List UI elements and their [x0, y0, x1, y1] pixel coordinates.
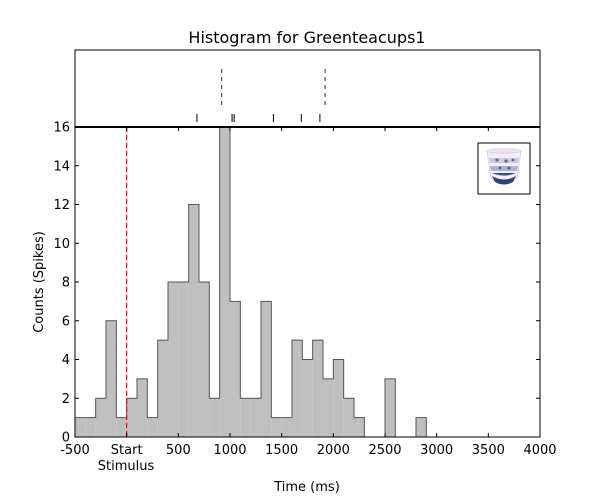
x-axis-ticks: -500 Start 500 1000 1500 2000 2500 3000 3500 4000	[60, 127, 557, 458]
histogram-bar	[385, 378, 396, 437]
x-tick-label: 1000	[213, 443, 246, 458]
y-axis-title: Counts (Spikes)	[32, 231, 47, 333]
histogram-bar	[75, 417, 86, 437]
y-tick-label: 2	[62, 392, 70, 407]
x-axis-title: Time (ms)	[273, 480, 340, 495]
x-tick-label: 4000	[523, 443, 556, 458]
histogram-bar	[250, 398, 261, 437]
histogram-bar	[85, 417, 96, 437]
chart-title: Histogram for Greenteacups1	[188, 28, 425, 47]
y-tick-label: 10	[53, 237, 70, 252]
y-axis-ticks: 0 2 4 6 8 10 12 14 16	[53, 121, 540, 446]
histogram-bar	[106, 320, 117, 437]
histogram-bar	[168, 282, 179, 437]
histogram-bar	[240, 398, 251, 437]
histogram-bar	[95, 398, 106, 437]
x-tick-label: -500	[60, 443, 90, 458]
y-tick-label: 4	[62, 353, 70, 368]
x-tick-label: 1500	[265, 443, 298, 458]
histogram-bar	[178, 282, 189, 437]
histogram-bar	[209, 398, 220, 437]
histogram-bar	[261, 301, 272, 437]
teacup-icon	[486, 148, 522, 185]
raster-marks	[196, 69, 326, 122]
histogram-bar	[137, 378, 148, 437]
histogram-bar	[230, 301, 241, 437]
y-tick-label: 12	[53, 198, 70, 213]
histogram-bar	[199, 282, 210, 437]
x-tick-label: Start	[111, 443, 143, 458]
histogram-bar	[343, 398, 354, 437]
x-tick-label: 500	[166, 443, 191, 458]
histogram-bar	[126, 398, 137, 437]
histogram-bar	[219, 127, 230, 437]
histogram-bar	[333, 359, 344, 437]
histogram-bar	[116, 417, 127, 437]
histogram-bars	[74, 126, 540, 438]
histogram-bar	[281, 417, 292, 437]
stimulus-thumbnail	[477, 142, 531, 195]
histogram-outline	[74, 126, 540, 438]
x-tick-label: 3000	[420, 443, 453, 458]
x-tick-label: 2500	[368, 443, 401, 458]
histogram-bar	[323, 378, 334, 437]
histogram-bar	[302, 359, 313, 437]
histogram-bar	[292, 340, 303, 437]
histogram-bar	[188, 204, 199, 437]
y-tick-label: 0	[62, 431, 70, 446]
y-tick-label: 14	[53, 159, 70, 174]
x-tick-label: 2000	[317, 443, 350, 458]
histogram-bar	[416, 417, 427, 437]
histogram-bar	[147, 417, 158, 437]
y-tick-label: 8	[62, 276, 70, 291]
histogram-bar	[271, 417, 282, 437]
histogram-bar	[312, 340, 323, 437]
histogram-bar	[354, 417, 365, 437]
x-tick-sublabel: Stimulus	[98, 459, 155, 474]
x-tick-label: 3500	[472, 443, 505, 458]
y-tick-label: 6	[62, 314, 70, 329]
y-tick-label: 16	[53, 121, 70, 136]
histogram-bar	[157, 340, 168, 437]
raster-panel	[74, 49, 541, 128]
